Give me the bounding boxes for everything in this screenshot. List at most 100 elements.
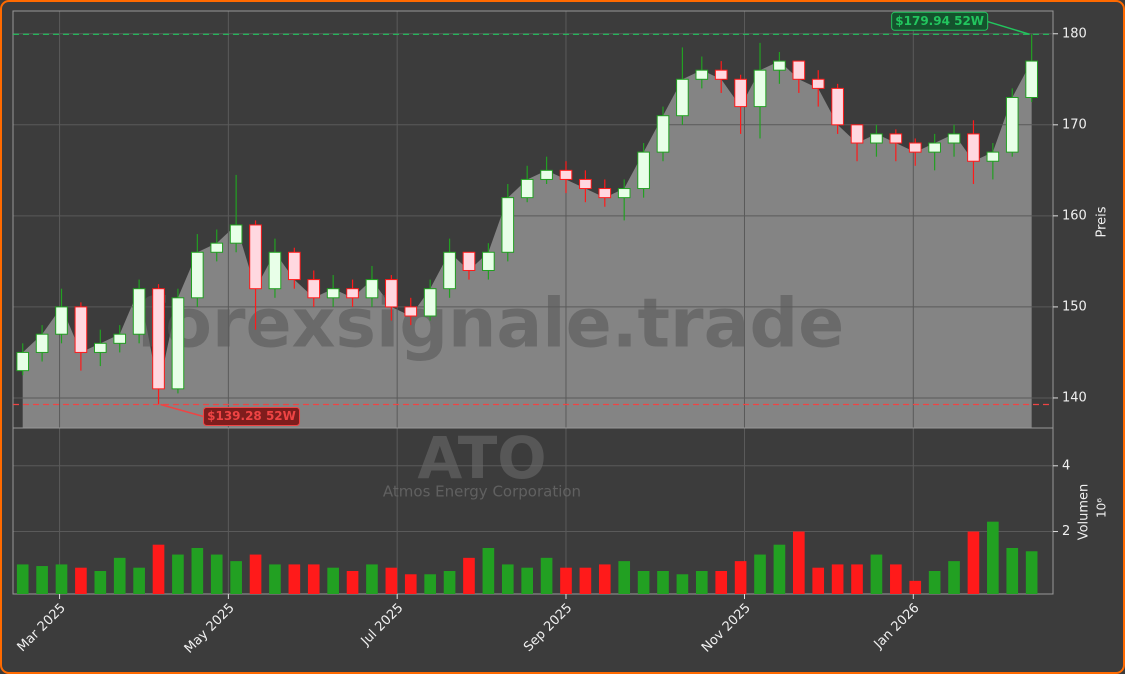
candle-body (462, 251, 476, 271)
volume-bar (560, 567, 572, 594)
candle-body (404, 306, 418, 317)
volume-bar (851, 564, 863, 594)
volume-bar (734, 561, 747, 594)
volume-bar (385, 567, 398, 594)
candle-body (559, 169, 573, 180)
volume-bar (36, 566, 48, 594)
candle-body (947, 133, 961, 144)
volume-bar (307, 564, 320, 594)
volume-bar (598, 564, 611, 594)
volume-bar (346, 570, 359, 594)
candle-body (792, 60, 806, 80)
candle-body (482, 251, 495, 271)
candle-body (113, 333, 127, 344)
candle-body (307, 279, 321, 299)
candle-body (870, 133, 883, 144)
volume-bar (715, 570, 728, 594)
volume-bar (754, 554, 766, 594)
volume-unit: 10⁶ (1095, 498, 1109, 518)
candle-body (734, 78, 747, 108)
annotation-arrow (986, 20, 1030, 36)
candle-body (268, 251, 282, 290)
volume-bar (1006, 547, 1019, 594)
y-tick-label: 150 (1062, 299, 1087, 314)
y-tick-label: 170 (1062, 117, 1087, 132)
volume-bar (191, 547, 204, 594)
candle-body (191, 251, 204, 299)
volume-bar (288, 564, 301, 594)
volume-bar (540, 557, 553, 594)
y-tick-label: 160 (1062, 208, 1087, 223)
volume-bar (987, 521, 999, 594)
volume-bar (94, 570, 107, 594)
candle-body (540, 169, 553, 180)
volume-tick-label: 4 (1062, 458, 1070, 473)
volume-bar (463, 557, 475, 594)
candle-body (617, 188, 631, 199)
volume-bar (812, 567, 825, 594)
volume-bar (113, 557, 126, 594)
y-tick-label: 140 (1062, 390, 1087, 405)
candle-body (249, 224, 262, 290)
volume-bar (521, 567, 533, 594)
volume-bar (404, 574, 417, 594)
candle-body (74, 306, 88, 353)
candle-body (132, 288, 146, 335)
candle-body (520, 178, 534, 199)
candle-body (1005, 96, 1019, 153)
candle-body (656, 115, 670, 153)
volume-bar (55, 564, 68, 594)
watermark: forexsignale.trade (136, 285, 845, 364)
candle-body (385, 279, 398, 308)
candle-body (967, 133, 980, 162)
volume-bar (831, 564, 844, 594)
candle-body (695, 69, 709, 80)
volume-axis-label: Volumen (1077, 484, 1092, 541)
volume-bar (967, 531, 980, 594)
volume-bar (501, 564, 514, 594)
candle-body (637, 151, 650, 190)
volume-bar (249, 554, 262, 594)
close-area (22, 61, 1032, 429)
volume-tick-label: 2 (1062, 524, 1070, 539)
candle-body (986, 151, 1000, 162)
volume-bar (152, 544, 165, 594)
volume-bar (909, 580, 922, 594)
volume-bar (773, 544, 786, 594)
candle-body (171, 297, 185, 390)
candle-body (152, 288, 165, 390)
candle-body (443, 251, 456, 290)
candle-body (346, 288, 359, 299)
annotation-label: $139.28 52W (207, 409, 296, 423)
volume-bar (210, 554, 223, 594)
annotation-label: $179.94 52W (895, 14, 984, 28)
volume-bar (676, 574, 689, 594)
volume-bar (16, 564, 29, 594)
candle-body (579, 178, 592, 190)
candle-body (365, 279, 379, 299)
volume-bar (1025, 551, 1038, 594)
volume-bar (657, 570, 669, 594)
candle-body (326, 288, 340, 299)
candle-body (831, 87, 844, 126)
volume-bar (793, 531, 805, 594)
candle-body (753, 69, 767, 108)
candle-body (908, 142, 922, 153)
volume-bar (890, 564, 902, 594)
candle-body (423, 288, 437, 317)
y-tick-label: 180 (1062, 26, 1087, 41)
candle-body (1025, 60, 1038, 98)
volume-bar (579, 567, 592, 594)
candle-body (714, 69, 728, 80)
volume-bar (424, 574, 436, 594)
annotation-box (203, 407, 301, 427)
candle-body (229, 224, 243, 244)
company: Atmos Energy Corporation (383, 483, 581, 501)
candle-body (598, 188, 612, 199)
candle-body (55, 306, 68, 335)
candle-body (210, 242, 224, 253)
candle-body (773, 60, 786, 71)
volume-bar (870, 554, 883, 594)
volume-bar (269, 564, 281, 594)
